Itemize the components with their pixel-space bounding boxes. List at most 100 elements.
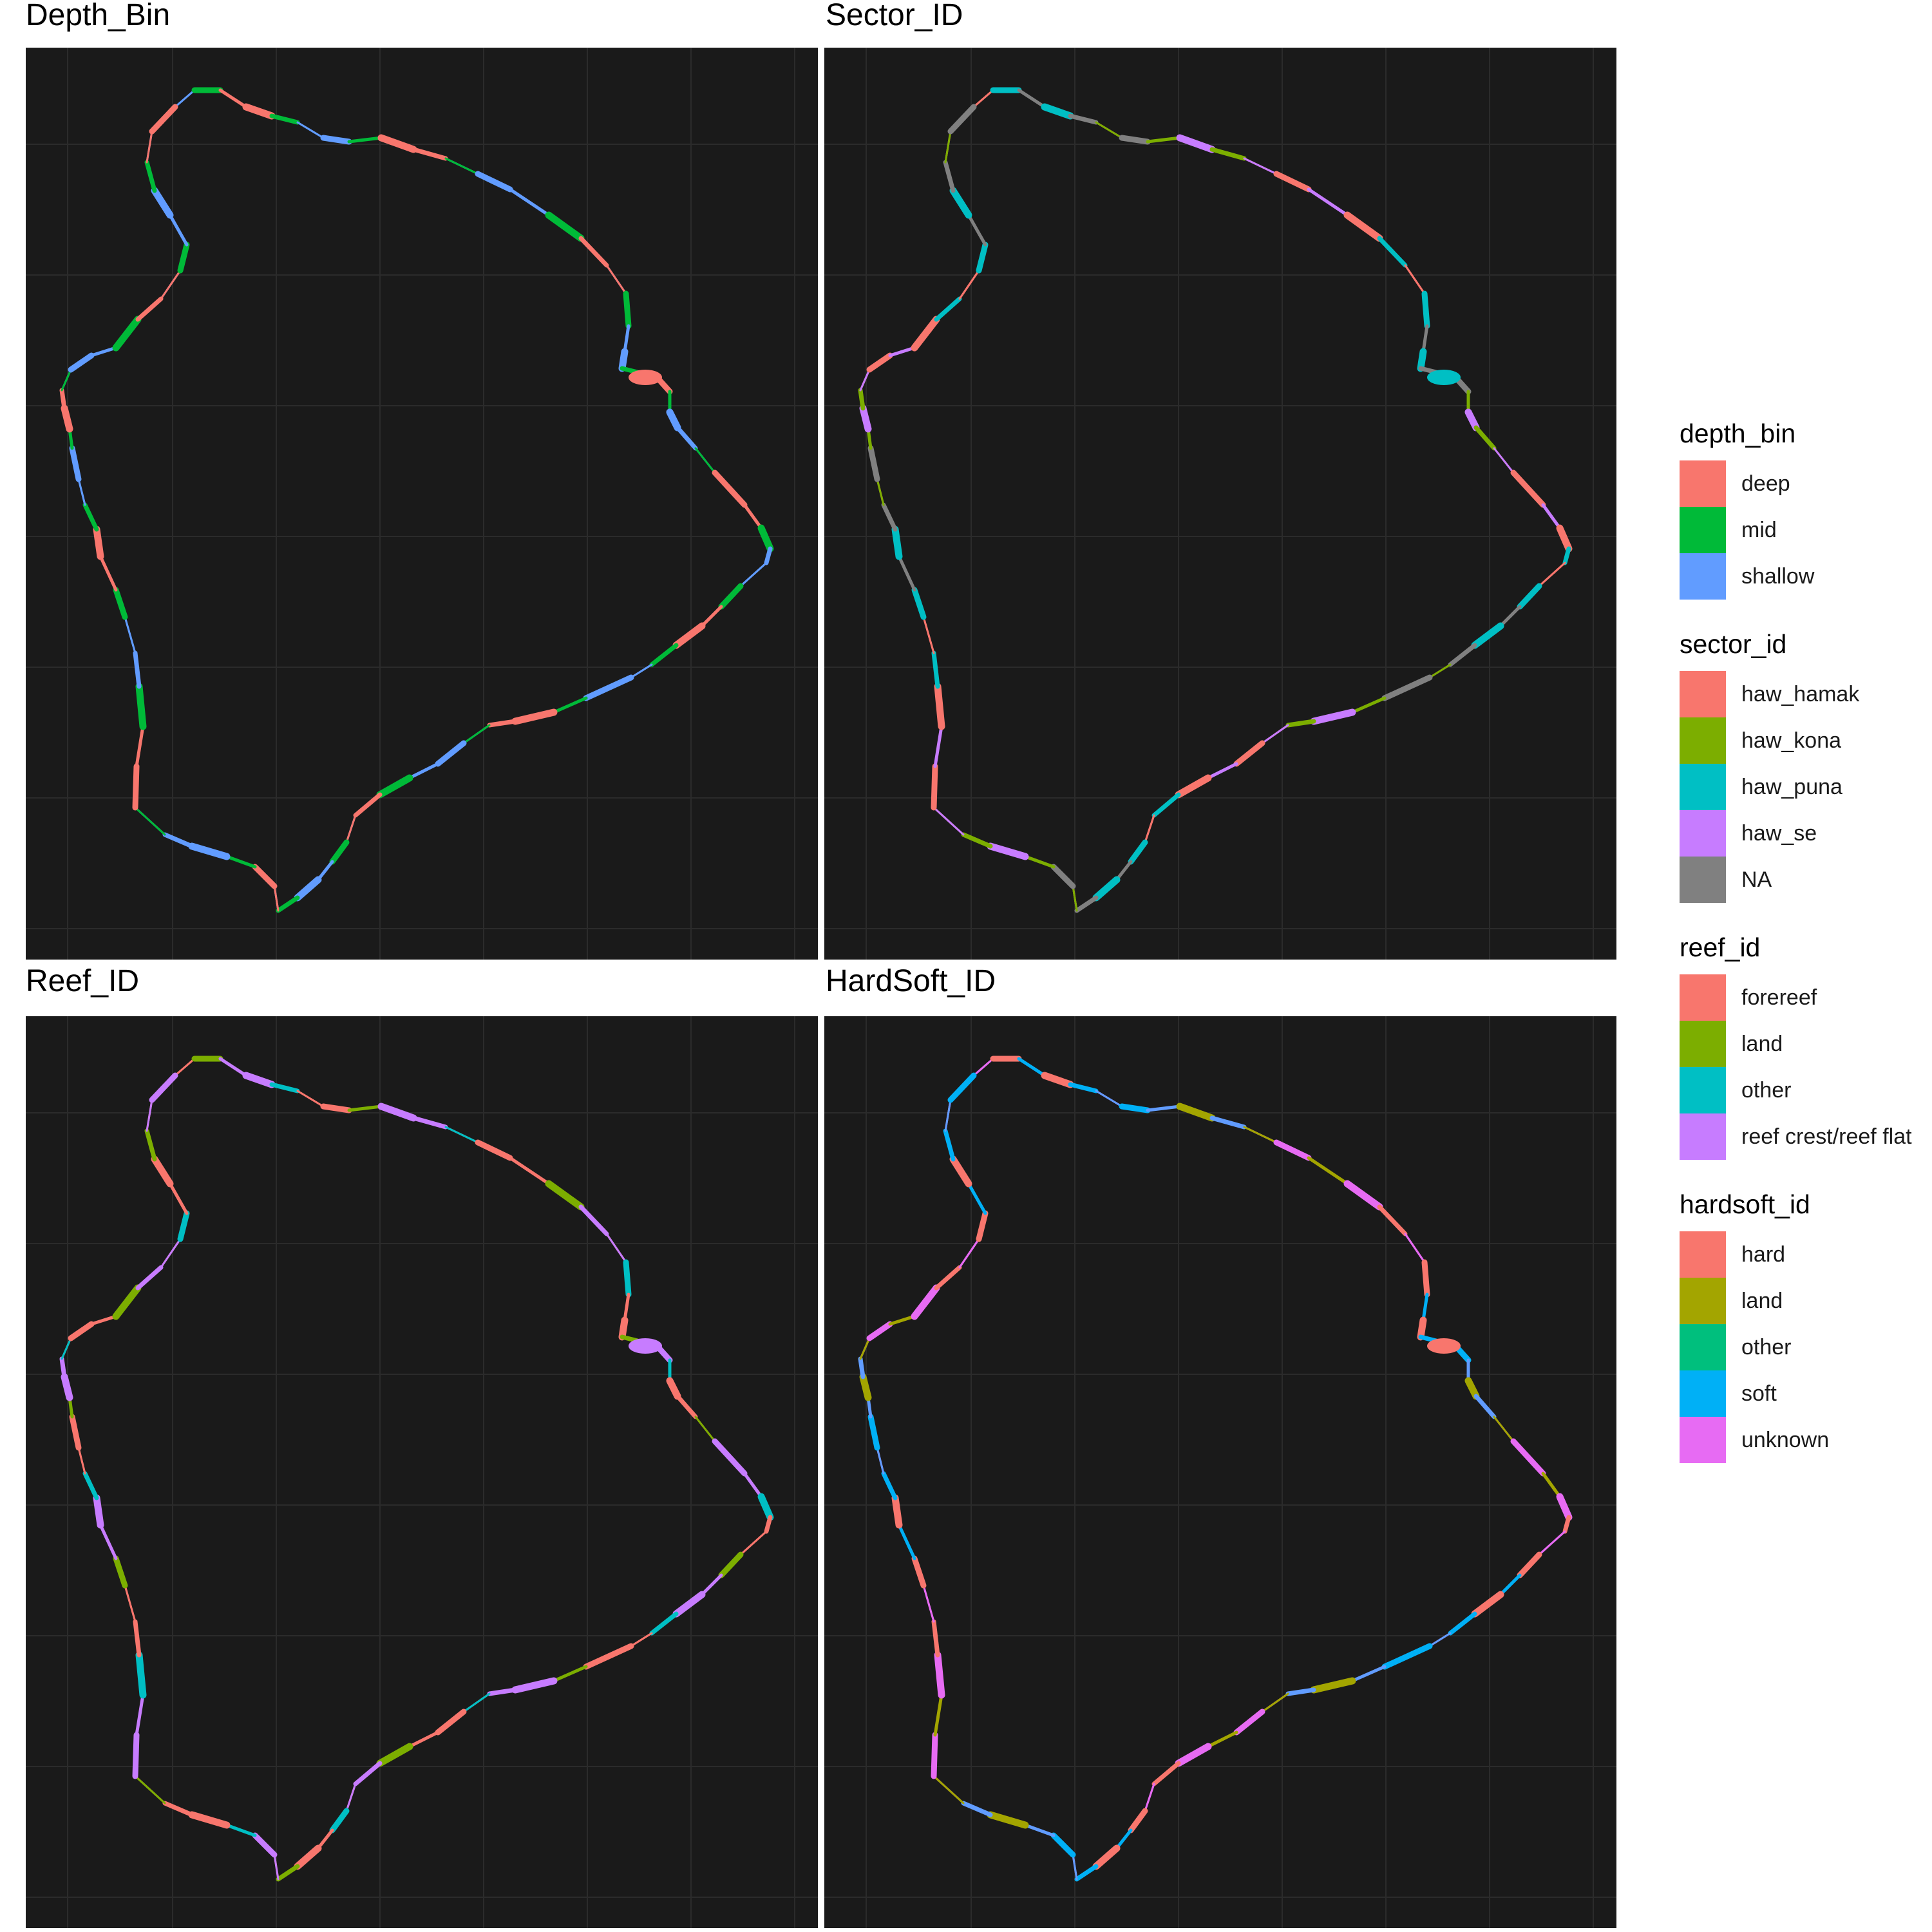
coastline-segment	[623, 324, 630, 354]
coastline-segment	[435, 1709, 467, 1736]
coastline-segment	[112, 316, 142, 352]
coastline-segment	[1050, 1832, 1076, 1858]
coastline-segment	[225, 1823, 257, 1837]
coastline-segment	[487, 719, 518, 728]
coastline-segment	[132, 763, 140, 811]
coastline-segment	[1562, 1515, 1571, 1534]
coastline-segment	[1541, 503, 1562, 530]
legend-key	[1680, 1278, 1726, 1324]
coastline-segment	[1273, 171, 1312, 193]
legend-label: haw_puna	[1741, 774, 1842, 799]
legend-label: other	[1741, 1077, 1792, 1103]
coastline-segment	[976, 242, 989, 274]
coastline-segment	[135, 1651, 147, 1699]
legend-item-forereef: forereef	[1680, 974, 1932, 1021]
coastline-segment	[160, 1238, 182, 1269]
coastline-segment	[1343, 1180, 1383, 1211]
coastline-segment	[1428, 1632, 1452, 1647]
coastline-segment	[1273, 1139, 1312, 1161]
coastline-segment	[743, 503, 763, 530]
coastline-segment	[146, 1099, 153, 1132]
legend-title: reef_id	[1680, 933, 1761, 962]
legend-key	[1680, 717, 1726, 764]
legend-label: shallow	[1741, 564, 1815, 589]
coastline-segment	[911, 587, 927, 620]
legend-area: depth_bin deep mid shallow sector_id haw…	[1680, 419, 1932, 1493]
coastline-segment	[858, 1356, 866, 1379]
coastline-segment	[1541, 1472, 1562, 1499]
coastline-segment	[294, 1844, 322, 1870]
panel-title-sector-id: Sector_ID	[826, 0, 963, 32]
coastline-segment	[931, 1732, 938, 1779]
coastline-segment	[934, 1265, 962, 1291]
coastline-segment	[133, 1619, 142, 1658]
coastline-segment	[649, 643, 679, 667]
coastline-segment	[151, 187, 174, 219]
coastline-segment	[1146, 1104, 1182, 1112]
legend-item-land: land	[1680, 1021, 1932, 1067]
coastline-segment	[922, 1584, 935, 1623]
coastline-segment	[462, 724, 491, 744]
coastline-segment	[1473, 1394, 1497, 1419]
legend-item-na: NA	[1680, 857, 1932, 903]
coastline-segment	[188, 842, 231, 860]
legend-key	[1680, 1113, 1726, 1160]
coastline-segment	[1017, 1057, 1046, 1077]
coastline-segment	[1493, 447, 1515, 474]
legend-item-mid: mid	[1680, 507, 1932, 553]
coastline-segment	[1517, 1551, 1542, 1578]
legend-key	[1680, 1417, 1726, 1463]
coastline-segment	[475, 171, 513, 193]
coastline-segment	[1499, 605, 1522, 628]
coastline-segment	[475, 1139, 513, 1161]
coastline-segment	[124, 1584, 137, 1623]
coastline-segment	[911, 1555, 927, 1589]
coastline-segment	[1041, 103, 1074, 120]
coastline-segment	[1377, 1204, 1408, 1236]
coastline-segment	[1350, 696, 1387, 714]
coastline-segment	[1128, 1808, 1148, 1833]
coastline-segment	[1209, 147, 1247, 161]
coastline-segment	[934, 1651, 945, 1699]
coastline-segment	[90, 346, 118, 357]
coastline-segment	[1510, 1438, 1546, 1477]
coastline-segment	[623, 290, 632, 329]
coastline-segment	[252, 1832, 278, 1858]
coastline-segment	[888, 1314, 916, 1326]
coastline-segment	[605, 264, 627, 295]
coastline-segment	[1510, 469, 1546, 508]
coastline-segment	[739, 562, 768, 587]
coastline-segment	[1023, 1823, 1056, 1837]
coastline-segment	[578, 236, 609, 268]
coastline-segment	[1041, 1072, 1074, 1088]
coastline-segment	[146, 130, 153, 164]
coastline-segment	[552, 696, 588, 714]
coastline-segment	[867, 445, 880, 482]
coastline-segment	[712, 1438, 748, 1477]
coastline-segment	[891, 526, 903, 560]
coastline-segment	[225, 855, 257, 869]
legend-key	[1680, 974, 1726, 1021]
coastline-segment	[353, 792, 383, 818]
coastline-segment	[675, 425, 698, 451]
coastline-segment	[933, 724, 943, 768]
coastline-segment	[218, 88, 248, 109]
coastline-segment	[859, 1373, 872, 1401]
coastline-segment	[958, 1238, 980, 1269]
coastline-segment	[718, 1551, 744, 1578]
coastline-segment	[1092, 1844, 1121, 1870]
coastline-segment	[69, 445, 82, 482]
coastline-segment	[408, 762, 440, 780]
coastline-segment	[59, 1356, 67, 1379]
coastline-segment	[967, 213, 987, 247]
coastline-segment	[578, 1204, 609, 1236]
coastline-segment	[1538, 562, 1566, 587]
coastline-segment	[1128, 839, 1148, 865]
coastline-segment	[1285, 1687, 1316, 1696]
legend-item-haw-puna: haw_puna	[1680, 764, 1932, 810]
island-map-sector-id	[824, 48, 1616, 960]
coastline-segment	[168, 1182, 189, 1215]
legend-label: haw_hamak	[1741, 681, 1860, 706]
coastline-segment	[1417, 348, 1427, 372]
legend-key	[1680, 810, 1726, 857]
